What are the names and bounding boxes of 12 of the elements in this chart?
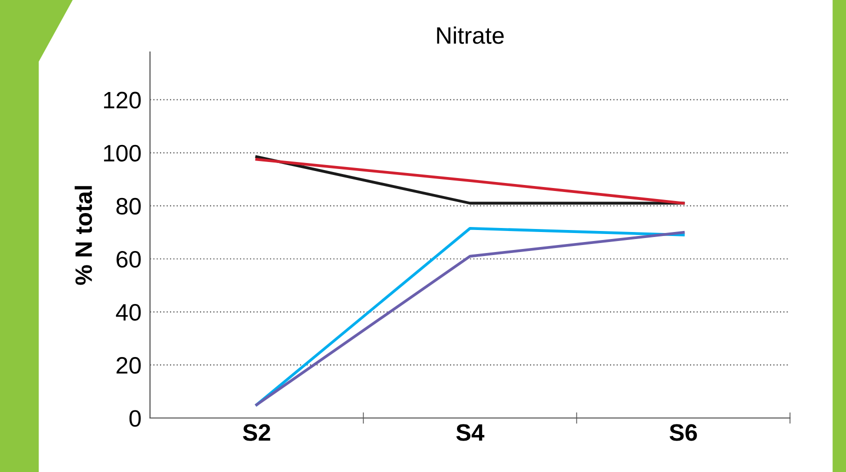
x-tick-label: S2 [242, 424, 270, 441]
y-tick-label: 20 [116, 357, 141, 374]
y-axis-title: % N total [74, 186, 92, 285]
y-tick-label: 120 [104, 92, 141, 109]
x-tick-label: S4 [456, 424, 484, 441]
chart-title: Nitrate [437, 26, 504, 44]
y-tick-label: 60 [116, 250, 141, 268]
y-tick-label: 80 [116, 198, 141, 215]
x-tick-label: S6 [670, 424, 697, 441]
y-tick-label: 100 [104, 144, 141, 162]
y-tick-label: 0 [129, 410, 141, 427]
y-tick-label: 40 [116, 304, 141, 321]
